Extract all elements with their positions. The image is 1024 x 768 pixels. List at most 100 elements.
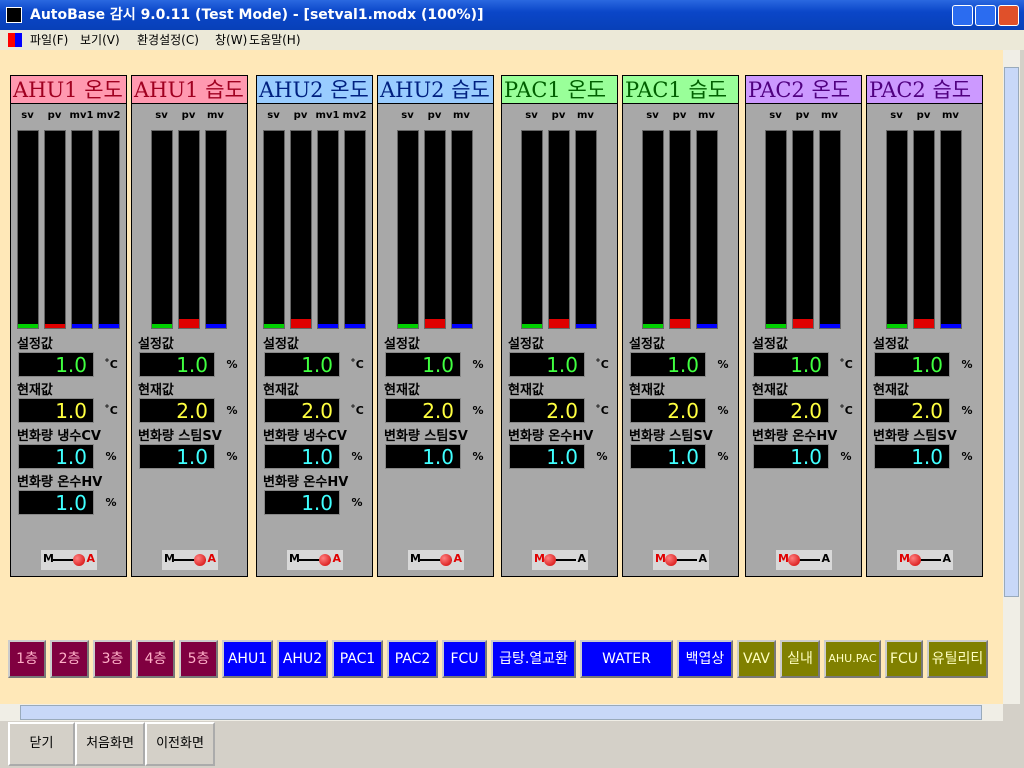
bar-label: mv (453, 110, 470, 121)
title-bar: AutoBase 감시 9.0.11 (Test Mode) - [setval… (0, 0, 1024, 30)
switch-line (665, 559, 697, 561)
nav-button[interactable]: WATER (580, 640, 673, 678)
field-value: 2.0 (874, 398, 950, 423)
scroll-thumb[interactable] (1004, 67, 1019, 597)
field-label: 변화량 온수HV (263, 475, 349, 490)
field-unit: % (472, 404, 484, 417)
field-value: 1.0 (18, 352, 94, 377)
nav-button[interactable]: AHU.PAC (824, 640, 881, 678)
field-unit: ˚C (595, 358, 609, 371)
switch-right: A (821, 552, 830, 565)
switch-left: M (655, 552, 666, 565)
bar-gauge (44, 130, 66, 329)
bar-gauge (344, 130, 366, 329)
field-value: 1.0 (753, 352, 829, 377)
horizontal-scrollbar[interactable] (0, 704, 1003, 721)
bar-gauge (696, 130, 718, 329)
menu-item[interactable]: 환경설정(C) (137, 33, 199, 47)
bar-label: pv (293, 110, 308, 121)
nav-button[interactable]: 급탕.열교환 (491, 640, 576, 678)
bar-fill (318, 323, 338, 328)
bar-fill (820, 323, 840, 328)
switch-left: M (534, 552, 545, 565)
footer-button[interactable]: 이전화면 (145, 722, 215, 766)
field-unit: % (472, 450, 484, 463)
bar-fill (452, 323, 472, 328)
bar-label: mv1 (315, 110, 340, 121)
bar-label: pv (181, 110, 196, 121)
field-value: 1.0 (385, 444, 461, 469)
nav-button[interactable]: 실내 (780, 640, 820, 678)
menu-item[interactable]: 창(W) (215, 33, 248, 47)
bar-fill (425, 319, 445, 328)
switch-right: A (207, 552, 216, 565)
nav-button[interactable]: 5층 (179, 640, 218, 678)
bar-label: sv (155, 110, 168, 121)
bar-gauge (521, 130, 543, 329)
bar-fill (766, 323, 786, 328)
menu-item[interactable]: 도움말(H) (249, 33, 301, 47)
maximize-button[interactable] (975, 5, 996, 26)
field-value: 1.0 (509, 444, 585, 469)
menu-item[interactable]: 보기(V) (80, 33, 120, 47)
panel: AHU2 습도 sv pv mv 설정값 1.0% 현재값 2.0% 변화량 스팀SV 1.0% M… (377, 75, 494, 577)
bar-gauge (575, 130, 597, 329)
nav-button[interactable]: PAC2 (387, 640, 438, 678)
nav-button[interactable]: AHU2 (277, 640, 328, 678)
nav-button[interactable]: AHU1 (222, 640, 273, 678)
bar-fill (291, 319, 311, 328)
close-button[interactable] (998, 5, 1019, 26)
field-label: 현재값 (508, 383, 544, 398)
nav-button[interactable]: 4층 (136, 640, 175, 678)
field-unit: ˚C (104, 404, 118, 417)
panel: PAC1 온도 sv pv mv 설정값 1.0 ˚C 현재값 2.0 ˚C 변화량 온수HV 1.0… (501, 75, 618, 577)
field-value: 2.0 (630, 398, 706, 423)
footer-button[interactable]: 처음화면 (75, 722, 145, 766)
scroll-thumb[interactable] (20, 705, 982, 720)
field-unit: % (596, 450, 608, 463)
nav-button[interactable]: 3층 (93, 640, 132, 678)
bar-gauge (819, 130, 841, 329)
field-value: 1.0 (509, 352, 585, 377)
nav-button[interactable]: PAC1 (332, 640, 383, 678)
field-value: 2.0 (264, 398, 340, 423)
bar-label: sv (890, 110, 903, 121)
nav-button[interactable]: VAV (737, 640, 776, 678)
bar-gauge (792, 130, 814, 329)
field-label: 현재값 (752, 383, 788, 398)
menu-item[interactable]: 파일(F) (30, 33, 69, 47)
nav-button[interactable]: 2층 (50, 640, 89, 678)
switch-ball (544, 554, 556, 566)
field-unit: % (226, 450, 238, 463)
field-label: 설정값 (508, 337, 544, 352)
footer-button[interactable]: 닫기 (8, 722, 75, 766)
field-label: 변화량 냉수CV (263, 429, 347, 444)
field-value: 2.0 (385, 398, 461, 423)
vertical-scrollbar[interactable] (1003, 50, 1020, 704)
field-value: 1.0 (18, 398, 94, 423)
field-unit: % (961, 358, 973, 371)
field-value: 1.0 (264, 444, 340, 469)
nav-button[interactable]: 백엽상 (677, 640, 733, 678)
nav-button[interactable]: FCU (885, 640, 923, 678)
field-label: 현재값 (629, 383, 665, 398)
nav-button[interactable]: 유틸리티 (927, 640, 988, 678)
nav-button[interactable]: 1층 (8, 640, 46, 678)
minimize-button[interactable] (952, 5, 973, 26)
bar-gauge (205, 130, 227, 329)
switch-left: M (164, 552, 175, 565)
field-value: 1.0 (264, 352, 340, 377)
panel: AHU2 온도 sv pv mv1 mv2 설정값 1.0 ˚C 현재값 2.0 ˚C 변화량 냉수C… (256, 75, 373, 577)
nav-button[interactable]: FCU (442, 640, 487, 678)
switch-ball (440, 554, 452, 566)
field-unit: % (840, 450, 852, 463)
field-label: 변화량 냉수CV (17, 429, 101, 444)
